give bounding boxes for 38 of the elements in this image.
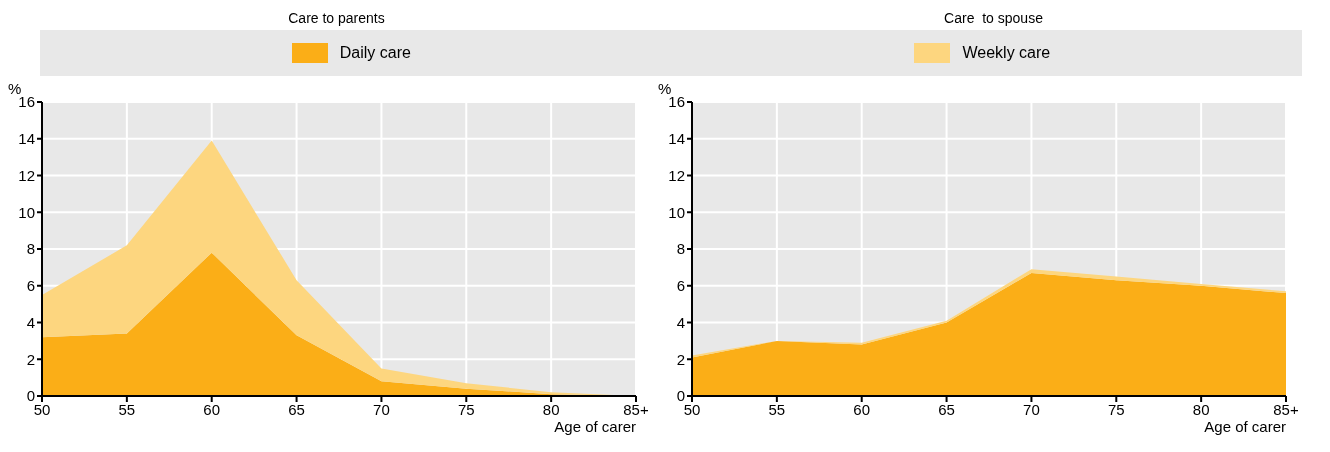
x-tick-label: 75 <box>1107 400 1125 418</box>
x-tick-label: 60 <box>203 400 221 418</box>
y-tick-label: 6 <box>26 277 35 295</box>
x-tick-label: 70 <box>373 400 390 418</box>
x-axis-title: Age of carer <box>554 418 636 435</box>
y-tick-label: 0 <box>676 387 685 405</box>
x-tick-label: 55 <box>118 400 136 418</box>
x-tick-label: 85+ <box>623 400 649 418</box>
chart-title: Care to parents <box>287 9 386 28</box>
x-tick-label: 80 <box>1192 400 1210 418</box>
y-tick-label: 4 <box>26 313 35 331</box>
x-tick-label: 85+ <box>1273 400 1299 418</box>
y-tick-label: 2 <box>26 350 35 368</box>
y-tick-label: 8 <box>26 240 35 258</box>
y-tick-label: 4 <box>676 313 685 331</box>
y-tick-label: 14 <box>668 130 685 148</box>
y-tick-label: 6 <box>676 277 685 295</box>
y-tick-label: 10 <box>668 203 685 221</box>
x-tick-label: 50 <box>683 400 701 418</box>
y-tick-label: 0 <box>26 387 35 405</box>
x-tick-label: 60 <box>853 400 871 418</box>
x-tick-label: 65 <box>938 400 955 418</box>
y-tick-label: 10 <box>18 203 35 221</box>
x-tick-label: 65 <box>288 400 305 418</box>
legend-label: Weekly care <box>961 43 1051 63</box>
x-tick-label: 50 <box>33 400 51 418</box>
y-tick-label: 12 <box>668 166 685 184</box>
x-tick-label: 75 <box>457 400 475 418</box>
y-tick-label: 8 <box>676 240 685 258</box>
y-tick-label: 14 <box>18 130 35 148</box>
x-tick-label: 55 <box>768 400 786 418</box>
chart-title: Care to spouse <box>943 9 1044 28</box>
x-tick-label: 70 <box>1023 400 1040 418</box>
x-tick-label: 80 <box>542 400 560 418</box>
legend-label: Daily care <box>338 43 411 63</box>
x-axis-title: Age of carer <box>1204 418 1286 435</box>
y-tick-label: 12 <box>18 166 35 184</box>
y-tick-label: 2 <box>676 350 685 368</box>
